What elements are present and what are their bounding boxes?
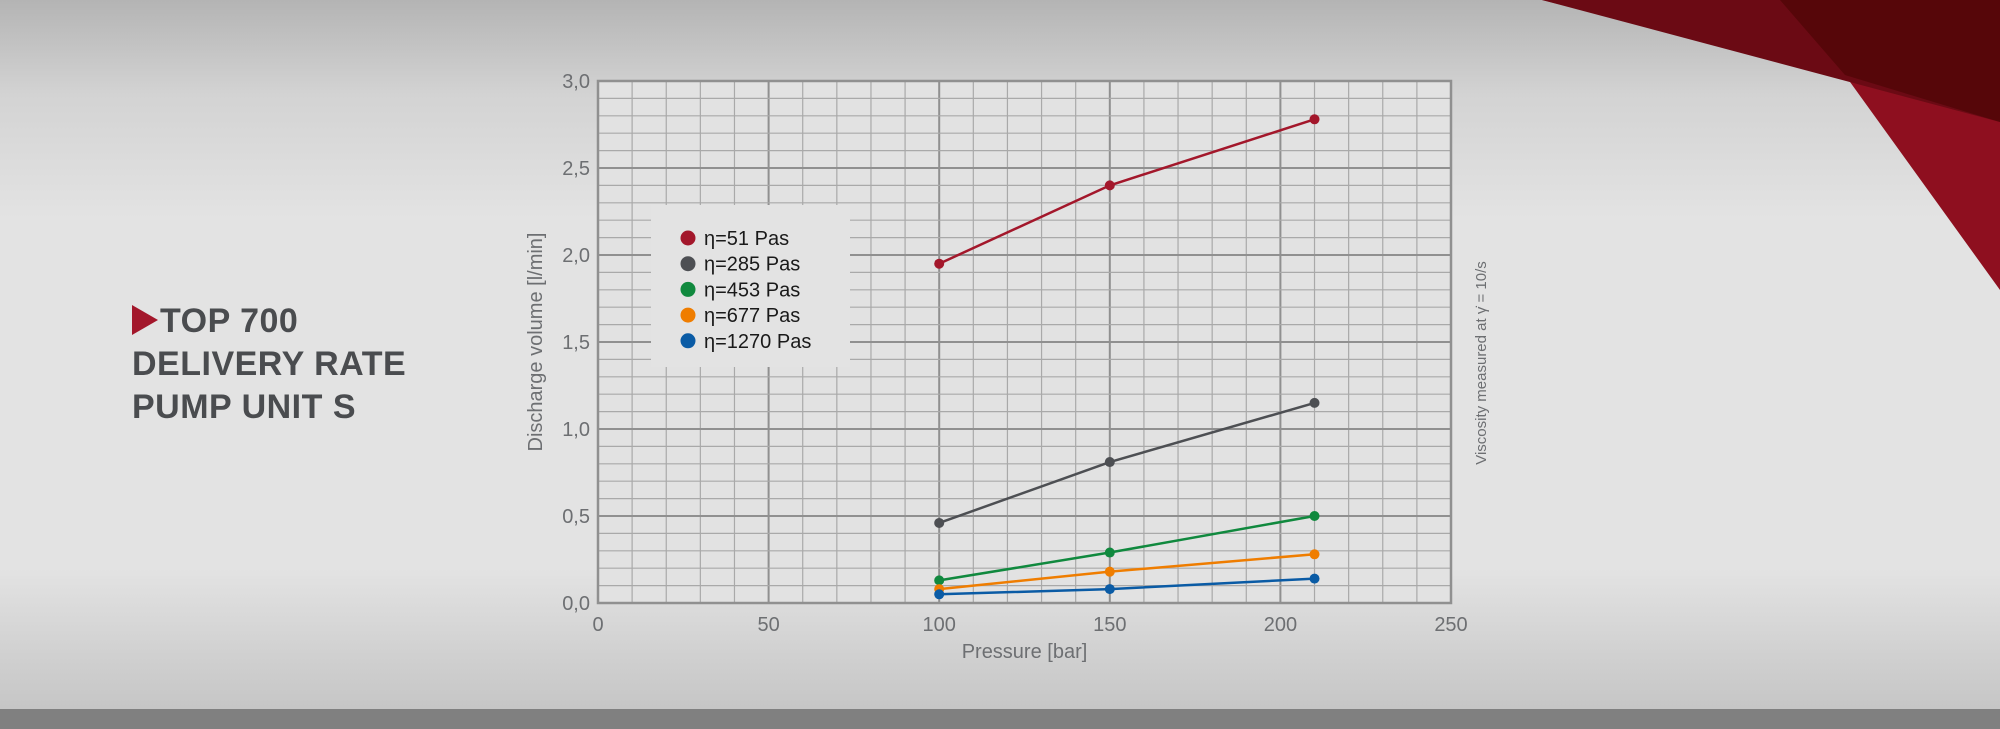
series-lines — [934, 114, 1320, 600]
legend-marker — [680, 256, 696, 272]
title-text-1: TOP 700 — [160, 302, 299, 340]
series — [934, 397, 1320, 528]
legend-marker — [680, 281, 696, 297]
title-line-3: PUMP UNIT S — [132, 388, 357, 426]
data-point — [934, 589, 945, 600]
data-point — [1104, 584, 1115, 595]
data-point — [1309, 397, 1320, 408]
series — [934, 573, 1320, 600]
legend-label: η=453 Pas — [704, 279, 800, 301]
plot-frame — [596, 79, 1453, 605]
legend-label: η=1270 Pas — [704, 331, 811, 353]
title-line-2: DELIVERY RATE — [132, 345, 407, 383]
legend-label: η=677 Pas — [704, 305, 800, 327]
legend-label: η=51 Pas — [704, 228, 789, 250]
data-point — [1104, 566, 1115, 577]
y-tick-label: 0,5 — [562, 506, 590, 528]
triangle-right-icon — [132, 305, 158, 335]
series — [934, 549, 1320, 595]
viscosity-note: Viscosity measured at γ̇ = 10/s — [1473, 261, 1490, 465]
y-tick-label: 1,5 — [562, 332, 590, 354]
legend-marker — [680, 230, 696, 246]
series — [934, 114, 1320, 269]
title-line-1: TOP 700 — [132, 300, 462, 343]
x-tick-label: 150 — [1093, 614, 1126, 636]
x-tick-label: 100 — [923, 614, 956, 636]
y-tick-label: 3,0 — [562, 71, 590, 93]
x-tick-label: 50 — [757, 614, 779, 636]
legend-marker — [680, 307, 696, 323]
data-point — [1309, 114, 1320, 125]
y-tick-label: 1,0 — [562, 419, 590, 441]
x-tick-label: 200 — [1264, 614, 1297, 636]
x-axis-label: Pressure [bar] — [962, 641, 1088, 663]
legend-label: η=285 Pas — [704, 254, 800, 276]
x-tick-label: 0 — [592, 614, 603, 636]
x-tick-label: 250 — [1434, 614, 1467, 636]
series — [934, 511, 1320, 586]
data-point — [934, 575, 945, 586]
corner-band-darkest — [1780, 0, 2000, 122]
data-point — [1309, 511, 1320, 521]
data-point — [1104, 457, 1115, 468]
data-point — [934, 258, 945, 269]
footer-bar — [0, 709, 2000, 729]
data-point — [934, 517, 945, 528]
legend-marker — [680, 333, 696, 349]
page-title: TOP 700 DELIVERY RATE PUMP UNIT S — [132, 300, 462, 429]
data-point — [1309, 549, 1320, 560]
data-point — [1104, 547, 1115, 558]
data-point — [1309, 573, 1320, 584]
legend: η=51 Pas η=285 Pas η=453 Pas η=677 Pas η=127… — [651, 205, 850, 367]
y-tick-label: 2,0 — [562, 245, 590, 267]
axis-ticks: 0 50 100 150 200 250 0,0 0,5 1,0 1,5 2,0 2,5 3,0 — [562, 71, 1468, 636]
y-tick-label: 2,5 — [562, 158, 590, 180]
y-axis-label: Discharge volume [l/min] — [525, 233, 547, 452]
data-point — [1104, 180, 1115, 191]
y-tick-label: 0,0 — [562, 593, 590, 615]
